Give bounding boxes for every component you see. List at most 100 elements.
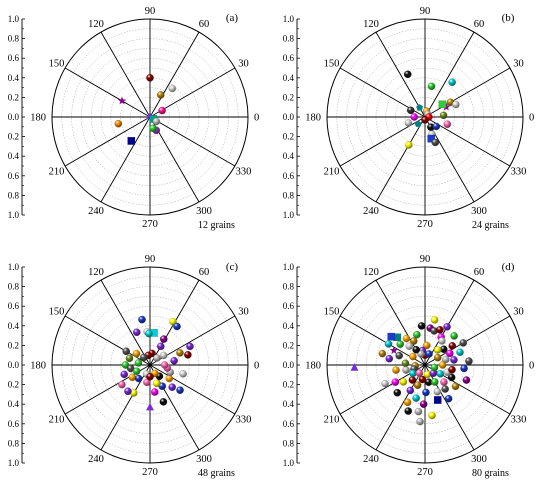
spoke-line <box>424 31 475 118</box>
data-point-sphere <box>138 315 146 324</box>
data-point-sphere <box>419 400 428 408</box>
data-point-sphere <box>436 370 445 378</box>
data-point-sphere <box>160 335 168 343</box>
data-point-square <box>127 137 136 145</box>
radial-tick-label: 0.6 <box>8 171 20 181</box>
data-point-sphere <box>431 138 440 147</box>
data-point-sphere <box>404 119 413 127</box>
data-point-sphere <box>151 388 159 396</box>
data-point-sphere <box>447 373 456 382</box>
data-point-sphere <box>412 345 420 354</box>
data-point-sphere <box>392 366 400 374</box>
panel-label: (a) <box>226 12 239 24</box>
data-point-star <box>117 96 127 105</box>
grain-count-annotation: 48 grains <box>198 468 235 479</box>
data-point-sphere <box>118 380 126 389</box>
data-point-sphere <box>405 342 414 350</box>
angle-tick-label: 240 <box>88 206 104 217</box>
data-point-square <box>387 332 395 341</box>
data-point-sphere <box>139 353 148 362</box>
radial-tick-label: 0.8 <box>8 34 20 44</box>
angle-tick-label: 30 <box>513 307 524 318</box>
data-point-star <box>389 346 399 354</box>
radial-tick-label: 0.8 <box>283 34 295 44</box>
data-point-sphere <box>381 379 389 388</box>
spoke-line <box>100 279 151 366</box>
data-point-sphere <box>134 359 143 367</box>
angle-tick-label: 90 <box>420 6 431 17</box>
data-point-sphere <box>417 350 425 358</box>
data-point-sphere <box>156 91 165 99</box>
data-point-sphere <box>448 366 456 374</box>
radial-tick-label: 0.2 <box>8 132 19 142</box>
data-point-sphere <box>456 348 464 357</box>
spoke-line <box>100 116 151 203</box>
spoke-line <box>100 31 151 118</box>
angle-tick-label: 240 <box>88 454 104 465</box>
data-point-sphere <box>430 316 439 324</box>
data-point-sphere <box>160 361 169 369</box>
data-point-sphere <box>414 407 423 416</box>
angle-tick-label: 240 <box>363 454 379 465</box>
data-point-sphere <box>145 329 153 338</box>
spoke-line <box>375 116 426 203</box>
data-point-sphere <box>125 354 134 363</box>
radial-tick-label: 0.4 <box>283 321 295 331</box>
radial-tick-label: 0.2 <box>283 340 294 350</box>
radial-tick-label: 0.8 <box>283 190 295 200</box>
radial-tick-label: 0.4 <box>283 399 295 409</box>
data-point-sphere <box>439 111 448 120</box>
data-point-sphere <box>433 346 442 354</box>
data-point-sphere <box>413 381 422 390</box>
radial-tick-label: 1.0 <box>283 458 295 468</box>
angle-tick-label: 330 <box>236 167 252 178</box>
data-point-star <box>442 102 451 111</box>
radial-tick-label: 1.0 <box>283 262 295 272</box>
angle-tick-label: 180 <box>30 361 46 372</box>
angle-tick-label: 210 <box>324 167 340 178</box>
data-point-sphere <box>412 394 420 402</box>
data-point-square <box>427 134 435 143</box>
radial-tick-label: 0.6 <box>283 171 295 181</box>
data-point-sphere <box>120 370 128 379</box>
spoke-line <box>424 67 511 118</box>
spoke-line <box>339 116 426 167</box>
data-point-square <box>438 100 447 109</box>
data-point-sphere <box>413 330 421 339</box>
radial-tick-label: 0.0 <box>283 360 295 370</box>
angle-tick-label: 0 <box>529 113 534 124</box>
data-point-sphere <box>395 351 403 360</box>
data-point-sphere <box>427 82 436 91</box>
data-point-sphere <box>442 355 450 364</box>
radial-tick-label: 0.0 <box>8 360 20 370</box>
data-point-sphere <box>146 373 154 381</box>
radial-tick-label: 0.2 <box>8 380 19 390</box>
grain-count-annotation: 24 grains <box>472 220 509 231</box>
spoke-line <box>64 67 151 118</box>
data-point-sphere <box>450 332 458 340</box>
data-point-sphere <box>158 106 166 115</box>
panel-label: (c) <box>226 261 239 273</box>
data-point-sphere <box>132 349 141 358</box>
angle-tick-label: 210 <box>49 415 65 426</box>
data-point-sphere <box>186 342 194 351</box>
radial-tick-label: 1.0 <box>8 458 20 468</box>
spoke-line <box>149 364 236 415</box>
grain-count-annotation: 12 grains <box>198 220 235 231</box>
radial-tick-label: 0.4 <box>283 151 295 161</box>
radial-tick-label: 0.8 <box>283 438 295 448</box>
radial-tick-label: 0.2 <box>283 92 294 102</box>
data-point-sphere <box>152 117 161 126</box>
angle-tick-label: 330 <box>511 415 527 426</box>
data-point-sphere <box>133 328 141 337</box>
radial-tick-label: 0.4 <box>283 73 295 83</box>
angle-tick-label: 300 <box>196 454 212 465</box>
data-point-sphere <box>170 356 178 365</box>
angle-tick-label: 270 <box>417 219 433 230</box>
panel-label: (d) <box>502 261 515 273</box>
radial-tick-label: 0.6 <box>283 301 295 311</box>
angle-tick-label: 90 <box>145 6 156 17</box>
radial-tick-label: 1.0 <box>8 14 20 24</box>
